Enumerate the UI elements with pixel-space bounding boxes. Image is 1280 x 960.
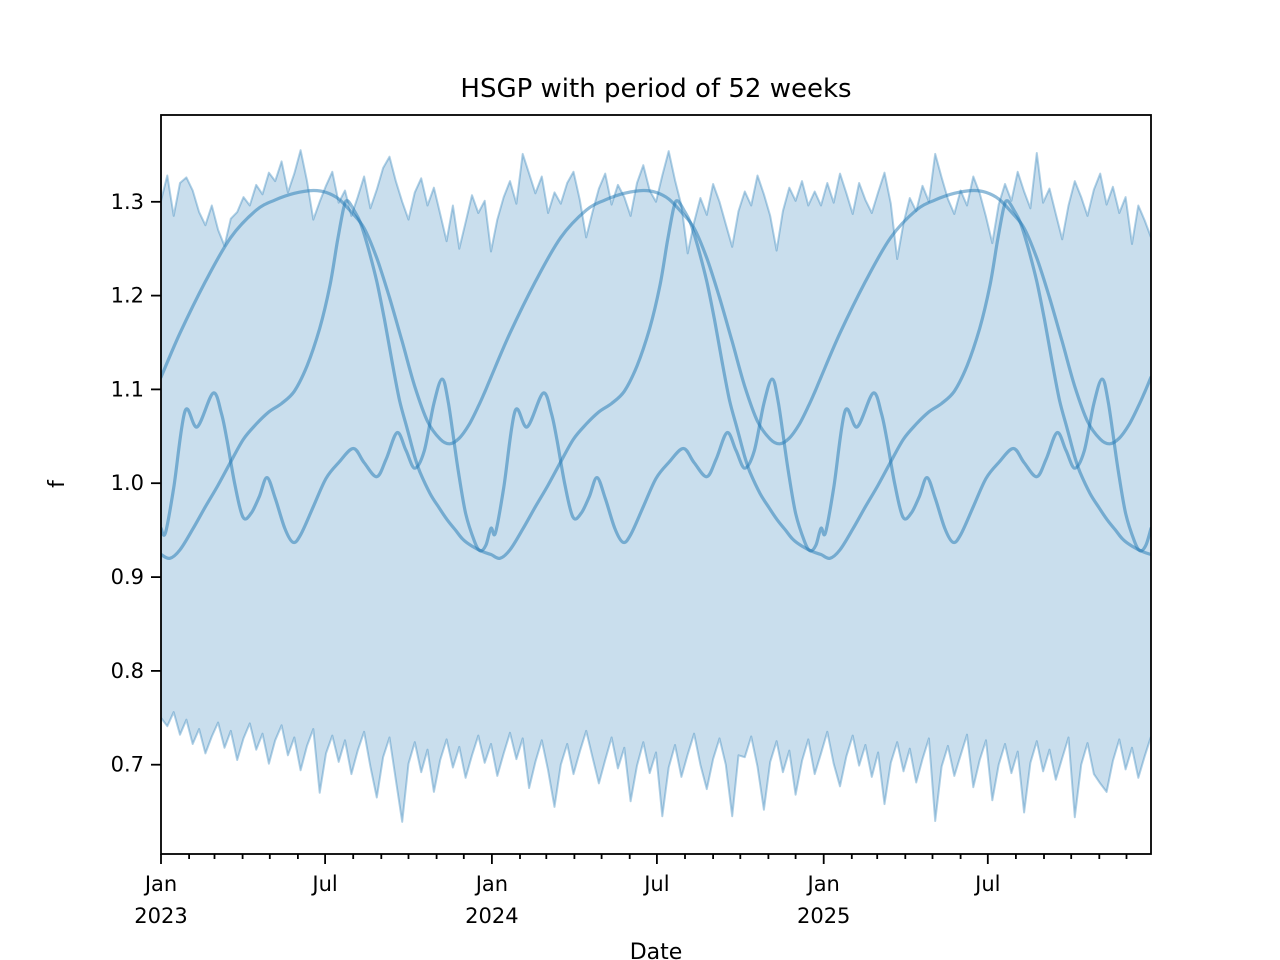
y-axis-label: f (45, 479, 70, 488)
x-tick-year-label: 2023 (134, 904, 187, 928)
chart-title: HSGP with period of 52 weeks (460, 74, 851, 104)
y-tick-label: 1.0 (111, 471, 144, 495)
gp-sample-curve-1 (161, 188, 1151, 446)
x-axis-ticks: Jan 2023 Jul Jan 2024 Jul Jan 2025 Jul (134, 854, 1128, 928)
x-tick-label: Jul (973, 872, 1000, 896)
x-tick-label: Jan (474, 872, 508, 896)
x-tick-label: Jan (806, 872, 840, 896)
sample-curves-layer (161, 188, 1151, 561)
y-tick-label: 1.3 (111, 190, 144, 214)
x-tick-label: Jan (143, 872, 177, 896)
x-tick-label: Jul (310, 872, 337, 896)
x-axis-label: Date (630, 940, 683, 960)
axes-layer: Jan 2023 Jul Jan 2024 Jul Jan 2025 Jul 0.7 0.8 0.9 1… (111, 114, 1152, 928)
band-upper-edge (161, 149, 1151, 260)
gp-sample-curve-2 (161, 199, 1151, 561)
credible-band-layer (161, 149, 1151, 823)
y-tick-label: 0.7 (111, 753, 144, 777)
y-axis-ticks: 0.7 0.8 0.9 1.0 1.1 1.2 1.3 (111, 190, 161, 777)
x-tick-label: Jul (642, 872, 669, 896)
band-lower-edge (161, 711, 1151, 823)
x-tick-year-label: 2025 (797, 904, 850, 928)
credible-band (161, 150, 1151, 822)
y-tick-label: 1.1 (111, 377, 144, 401)
x-tick-year-label: 2024 (465, 904, 518, 928)
y-tick-label: 0.9 (111, 565, 144, 589)
gp-sample-curve-3 (161, 377, 1151, 553)
y-tick-label: 0.8 (111, 659, 144, 683)
y-tick-label: 1.2 (111, 284, 144, 308)
